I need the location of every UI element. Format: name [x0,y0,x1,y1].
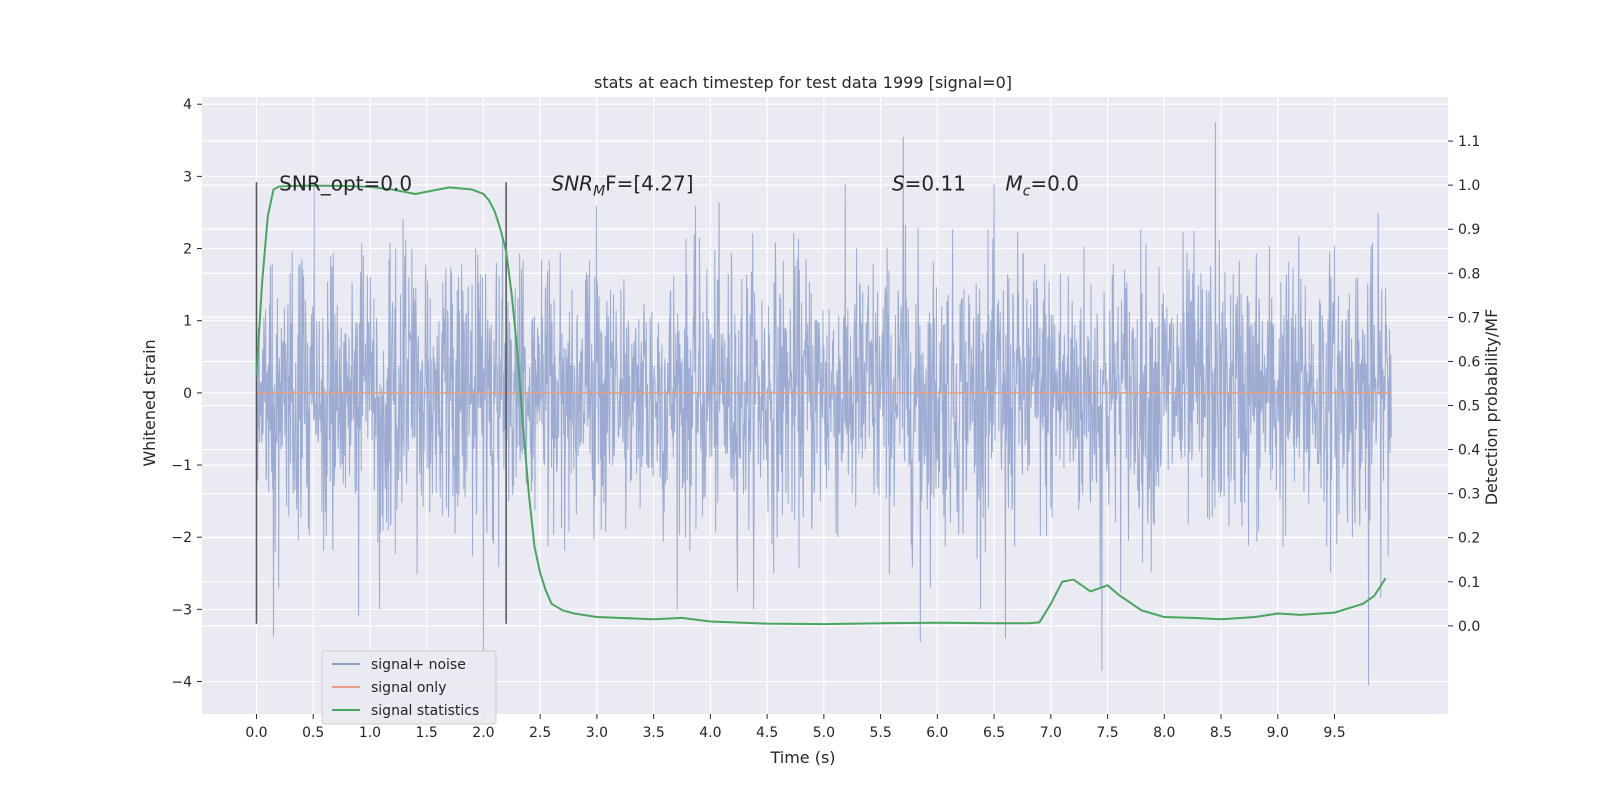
x-axis-ticks: 0.0 0.5 1.0 1.5 2.0 2.5 3.0 3.5 4.0 4.5 5.0 5.5 6.0 6… [245,714,1346,741]
x-tick-label: 1.5 [416,725,438,741]
legend-label-noise: signal+ noise [371,657,466,673]
x-tick-label: 8.0 [1153,725,1175,741]
x-tick-label: 9.5 [1323,725,1345,741]
annotation-s-stat-value: =0.11 [905,172,966,196]
annotation-mc-sub: c [1023,184,1031,200]
x-tick-label: 9.0 [1267,725,1289,741]
legend-label-statistics: signal statistics [371,703,479,719]
x-tick-label: 5.5 [869,725,891,741]
annotation-s-stat: S=0.11 [892,172,966,196]
x-tick-label: 2.0 [472,725,494,741]
chart-title: stats at each timestep for test data 199… [594,73,1012,92]
y-tick-label: 0 [183,386,192,402]
y-tick-label: 3 [183,169,192,185]
statistics-line [255,184,1387,626]
x-tick-label: 8.5 [1210,725,1232,741]
x-tick-label: 7.0 [1040,725,1062,741]
y2-tick-label: 0.8 [1458,266,1480,282]
x-tick-label: 6.5 [983,725,1005,741]
y2-axis-ticks: 1.1 1.0 0.9 0.8 0.7 0.6 0.5 0.4 0.3 0.2 0.1 0.0 [1448,134,1480,635]
y-tick-label: 1 [183,314,192,330]
legend: signal+ noise signal only signal statist… [321,650,497,725]
y-tick-label: −4 [171,675,192,691]
y2-tick-label: 1.0 [1458,178,1480,194]
x-axis-label: Time (s) [769,748,835,767]
noise-series [255,122,1392,686]
y2-tick-label: 0.6 [1458,354,1480,370]
x-tick-label: 2.5 [529,725,551,741]
y2-tick-label: 0.9 [1458,222,1480,238]
x-tick-label: 3.5 [643,725,665,741]
y-axis-ticks: 4 3 2 1 0 −1 −2 −3 −4 [171,97,202,691]
y2-tick-label: 1.1 [1458,134,1480,150]
y2-tick-label: 0.4 [1458,443,1480,459]
annotation-snr-mf: SNRMF=[4.27] [552,172,694,200]
y2-tick-label: 0.1 [1458,575,1480,591]
annotation-mc-main: M [1005,172,1022,196]
y-tick-label: 2 [183,242,192,258]
x-tick-label: 1.0 [359,725,381,741]
y-tick-label: 4 [183,97,192,113]
y2-tick-label: 0.0 [1458,619,1480,635]
legend-label-signal: signal only [371,680,446,696]
y-axis-label: Whitened strain [140,339,159,466]
y2-tick-label: 0.2 [1458,531,1480,547]
legend-frame [321,650,497,725]
x-tick-label: 0.5 [302,725,324,741]
y2-tick-label: 0.5 [1458,399,1480,415]
annotation-mc-value: =0.0 [1030,172,1079,196]
annotation-mc: Mc=0.0 [1005,172,1079,200]
annotation-snr-mf-main: SNR [552,172,594,196]
annotation-snr-mf-sub: M [593,184,605,200]
annotation-s-stat-main: S [892,172,905,196]
x-tick-label: 4.5 [756,725,778,741]
x-tick-label: 4.0 [699,725,721,741]
x-tick-label: 0.0 [245,725,267,741]
y2-tick-label: 0.7 [1458,310,1480,326]
y2-axis-label: Detection probability/MF [1482,309,1501,506]
x-tick-label: 7.5 [1096,725,1118,741]
noise-line [255,122,1392,686]
y-tick-label: −1 [171,458,192,474]
x-tick-label: 5.0 [813,725,835,741]
statistics-series [255,184,1387,626]
y2-tick-label: 0.3 [1458,487,1480,503]
x-tick-label: 6.0 [926,725,948,741]
y-tick-label: −2 [171,530,192,546]
annotation-snr-opt: SNR_opt=0.0 [279,172,412,196]
x-tick-label: 3.0 [586,725,608,741]
annotation-snr-mf-value: F=[4.27] [605,172,693,196]
y-tick-label: −3 [171,602,192,618]
